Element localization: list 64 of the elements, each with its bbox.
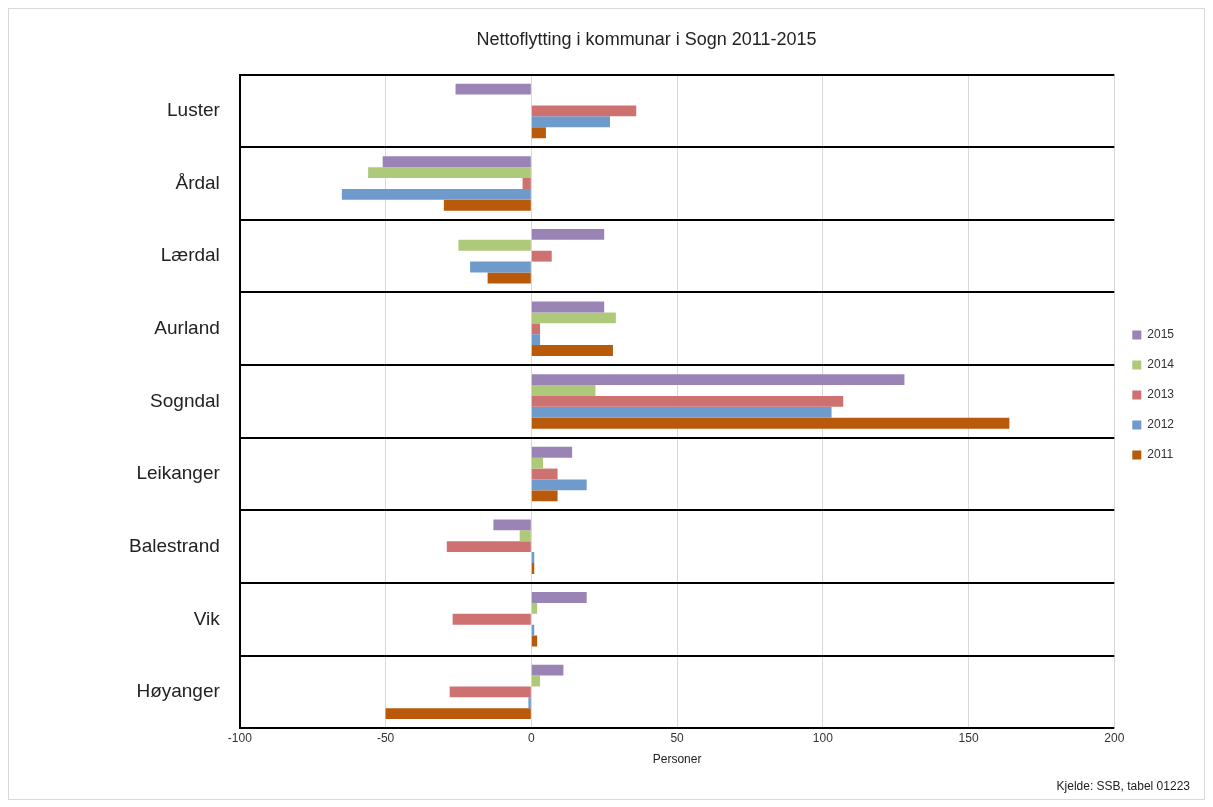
- y-tick-label: Sogndal: [150, 389, 220, 411]
- legend-label: 2014: [1147, 357, 1175, 372]
- y-tick-label: Balestrand: [128, 534, 220, 556]
- bar: [470, 261, 531, 273]
- bar: [455, 83, 531, 95]
- bar: [531, 334, 541, 346]
- bar: [531, 406, 832, 418]
- bar: [385, 708, 531, 720]
- chart-title: Nettoflytting i kommunar i Sogn 2011-2015: [476, 28, 817, 49]
- bar: [531, 374, 905, 386]
- x-tick-label: 100: [812, 730, 834, 745]
- bar: [531, 345, 613, 357]
- bar: [382, 156, 531, 168]
- bar: [531, 664, 564, 676]
- y-tick-label: Lærdal: [160, 244, 220, 266]
- x-tick-label: 50: [670, 730, 685, 745]
- bar: [531, 490, 558, 502]
- bar: [531, 417, 1010, 429]
- bar: [531, 250, 552, 262]
- bar: [531, 127, 546, 139]
- bar: [531, 395, 844, 407]
- bar: [531, 446, 573, 458]
- bar: [443, 199, 531, 211]
- bar: [531, 116, 611, 128]
- bar: [493, 519, 531, 531]
- bar: [487, 272, 531, 284]
- legend-label: 2015: [1147, 327, 1175, 342]
- bar: [458, 239, 531, 251]
- bar: [452, 613, 531, 625]
- legend-label: 2011: [1147, 447, 1174, 462]
- bar: [531, 228, 605, 240]
- y-tick-label: Aurland: [154, 317, 220, 339]
- bar: [531, 635, 538, 647]
- legend-label: 2012: [1147, 417, 1175, 432]
- bar: [531, 105, 637, 117]
- bar: [531, 468, 558, 480]
- y-tick-label: Vik: [193, 607, 221, 629]
- y-tick-label: Høyanger: [136, 680, 221, 702]
- bar: [519, 530, 531, 542]
- legend-label: 2013: [1147, 387, 1175, 402]
- bar: [531, 312, 616, 324]
- x-tick-label: 0: [527, 730, 535, 745]
- bar: [531, 602, 538, 614]
- bar: [528, 697, 531, 709]
- bar: [449, 686, 531, 698]
- x-tick-label: -100: [227, 730, 253, 745]
- bar: [446, 541, 531, 553]
- x-axis-title: Personer: [652, 752, 702, 767]
- y-tick-label: Leikanger: [136, 462, 221, 484]
- text: Kjelde: SSB, tabel 01223: [1056, 779, 1191, 794]
- bar: [531, 385, 596, 396]
- bar: [531, 479, 587, 491]
- bar: [368, 167, 531, 179]
- x-tick-label: 200: [1104, 730, 1125, 745]
- bar: [531, 323, 541, 335]
- bar: [531, 592, 587, 603]
- x-tick-label: 150: [958, 730, 979, 745]
- x-tick-label: -50: [376, 730, 395, 745]
- y-tick-label: Luster: [167, 99, 221, 121]
- bar: [531, 457, 543, 469]
- y-tick-label: Årdal: [175, 171, 220, 193]
- bar: [522, 178, 531, 189]
- bar: [341, 188, 531, 200]
- bar: [531, 301, 605, 313]
